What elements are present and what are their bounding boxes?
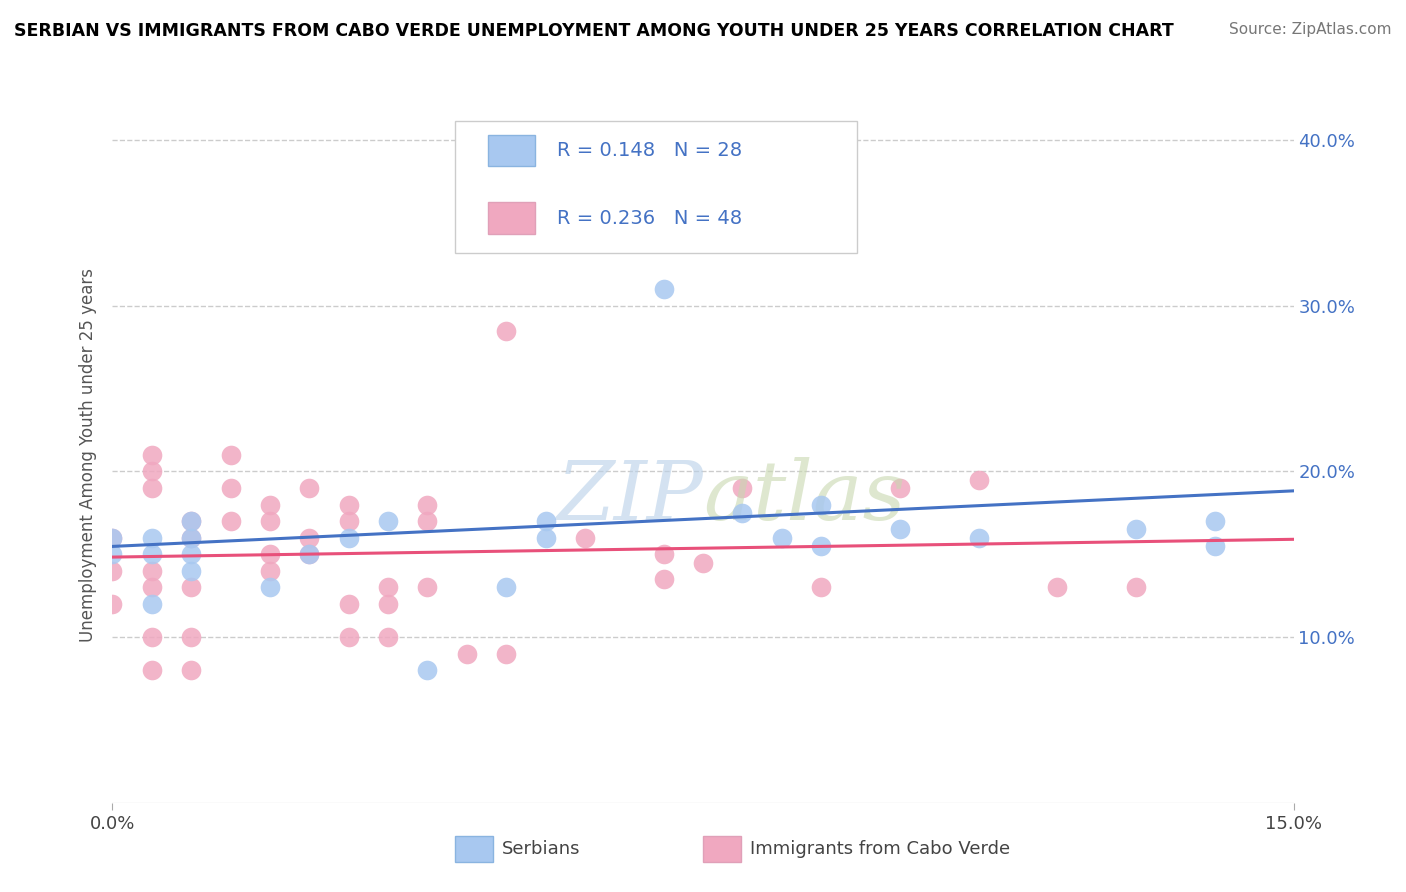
Text: SERBIAN VS IMMIGRANTS FROM CABO VERDE UNEMPLOYMENT AMONG YOUTH UNDER 25 YEARS CO: SERBIAN VS IMMIGRANTS FROM CABO VERDE UN… <box>14 22 1174 40</box>
Point <box>180 531 202 545</box>
Point <box>1204 539 1226 553</box>
Point <box>298 531 321 545</box>
Point <box>810 498 832 512</box>
Point <box>967 531 990 545</box>
Point <box>180 531 202 545</box>
Point <box>574 531 596 545</box>
Text: Serbians: Serbians <box>502 839 581 858</box>
Point <box>416 663 439 677</box>
Point <box>259 581 281 595</box>
Point <box>141 564 163 578</box>
Point <box>298 481 321 495</box>
Point <box>810 581 832 595</box>
Point <box>180 547 202 561</box>
Point <box>652 572 675 586</box>
Text: ZIP: ZIP <box>557 457 703 537</box>
Point <box>259 498 281 512</box>
Point <box>141 448 163 462</box>
Text: R = 0.236   N = 48: R = 0.236 N = 48 <box>557 209 742 227</box>
Point <box>298 547 321 561</box>
FancyBboxPatch shape <box>488 202 536 234</box>
Point <box>337 630 360 644</box>
Point <box>889 523 911 537</box>
Point <box>416 514 439 528</box>
Point <box>967 473 990 487</box>
Point <box>101 547 124 561</box>
Point <box>141 465 163 479</box>
Point <box>180 564 202 578</box>
Text: Source: ZipAtlas.com: Source: ZipAtlas.com <box>1229 22 1392 37</box>
Point <box>219 481 242 495</box>
Point <box>180 514 202 528</box>
Point <box>377 514 399 528</box>
Point <box>337 514 360 528</box>
Point <box>259 514 281 528</box>
Point <box>180 630 202 644</box>
Point <box>416 498 439 512</box>
Point <box>101 531 124 545</box>
Text: atlas: atlas <box>703 457 905 537</box>
Point <box>1204 514 1226 528</box>
Point <box>180 581 202 595</box>
Point <box>456 647 478 661</box>
Point <box>534 531 557 545</box>
Point <box>574 208 596 222</box>
Text: R = 0.148   N = 28: R = 0.148 N = 28 <box>557 141 742 160</box>
Point <box>1125 581 1147 595</box>
Point <box>101 597 124 611</box>
Point <box>141 663 163 677</box>
Point <box>692 556 714 570</box>
Point <box>377 581 399 595</box>
Point <box>101 564 124 578</box>
Point <box>219 448 242 462</box>
Text: Immigrants from Cabo Verde: Immigrants from Cabo Verde <box>751 839 1011 858</box>
Point <box>259 564 281 578</box>
Point <box>377 630 399 644</box>
Point <box>377 597 399 611</box>
Point <box>770 531 793 545</box>
Point <box>495 324 517 338</box>
Point <box>141 630 163 644</box>
Point <box>298 547 321 561</box>
Point <box>1125 523 1147 537</box>
Point <box>652 547 675 561</box>
Point <box>141 547 163 561</box>
Point <box>180 663 202 677</box>
Point <box>731 481 754 495</box>
Point <box>259 547 281 561</box>
Point <box>141 581 163 595</box>
Point <box>141 481 163 495</box>
FancyBboxPatch shape <box>703 836 741 862</box>
Y-axis label: Unemployment Among Youth under 25 years: Unemployment Among Youth under 25 years <box>79 268 97 642</box>
Point <box>810 539 832 553</box>
Point <box>141 531 163 545</box>
Point <box>219 514 242 528</box>
Point <box>495 647 517 661</box>
Point <box>534 514 557 528</box>
Point <box>337 498 360 512</box>
FancyBboxPatch shape <box>456 836 492 862</box>
Point <box>652 282 675 296</box>
Point <box>141 597 163 611</box>
Point <box>337 531 360 545</box>
Point <box>416 581 439 595</box>
Point <box>180 514 202 528</box>
FancyBboxPatch shape <box>456 121 856 253</box>
Point <box>495 581 517 595</box>
Point <box>1046 581 1069 595</box>
Point <box>337 597 360 611</box>
Point <box>101 531 124 545</box>
FancyBboxPatch shape <box>488 135 536 166</box>
Point <box>889 481 911 495</box>
Point <box>731 506 754 520</box>
